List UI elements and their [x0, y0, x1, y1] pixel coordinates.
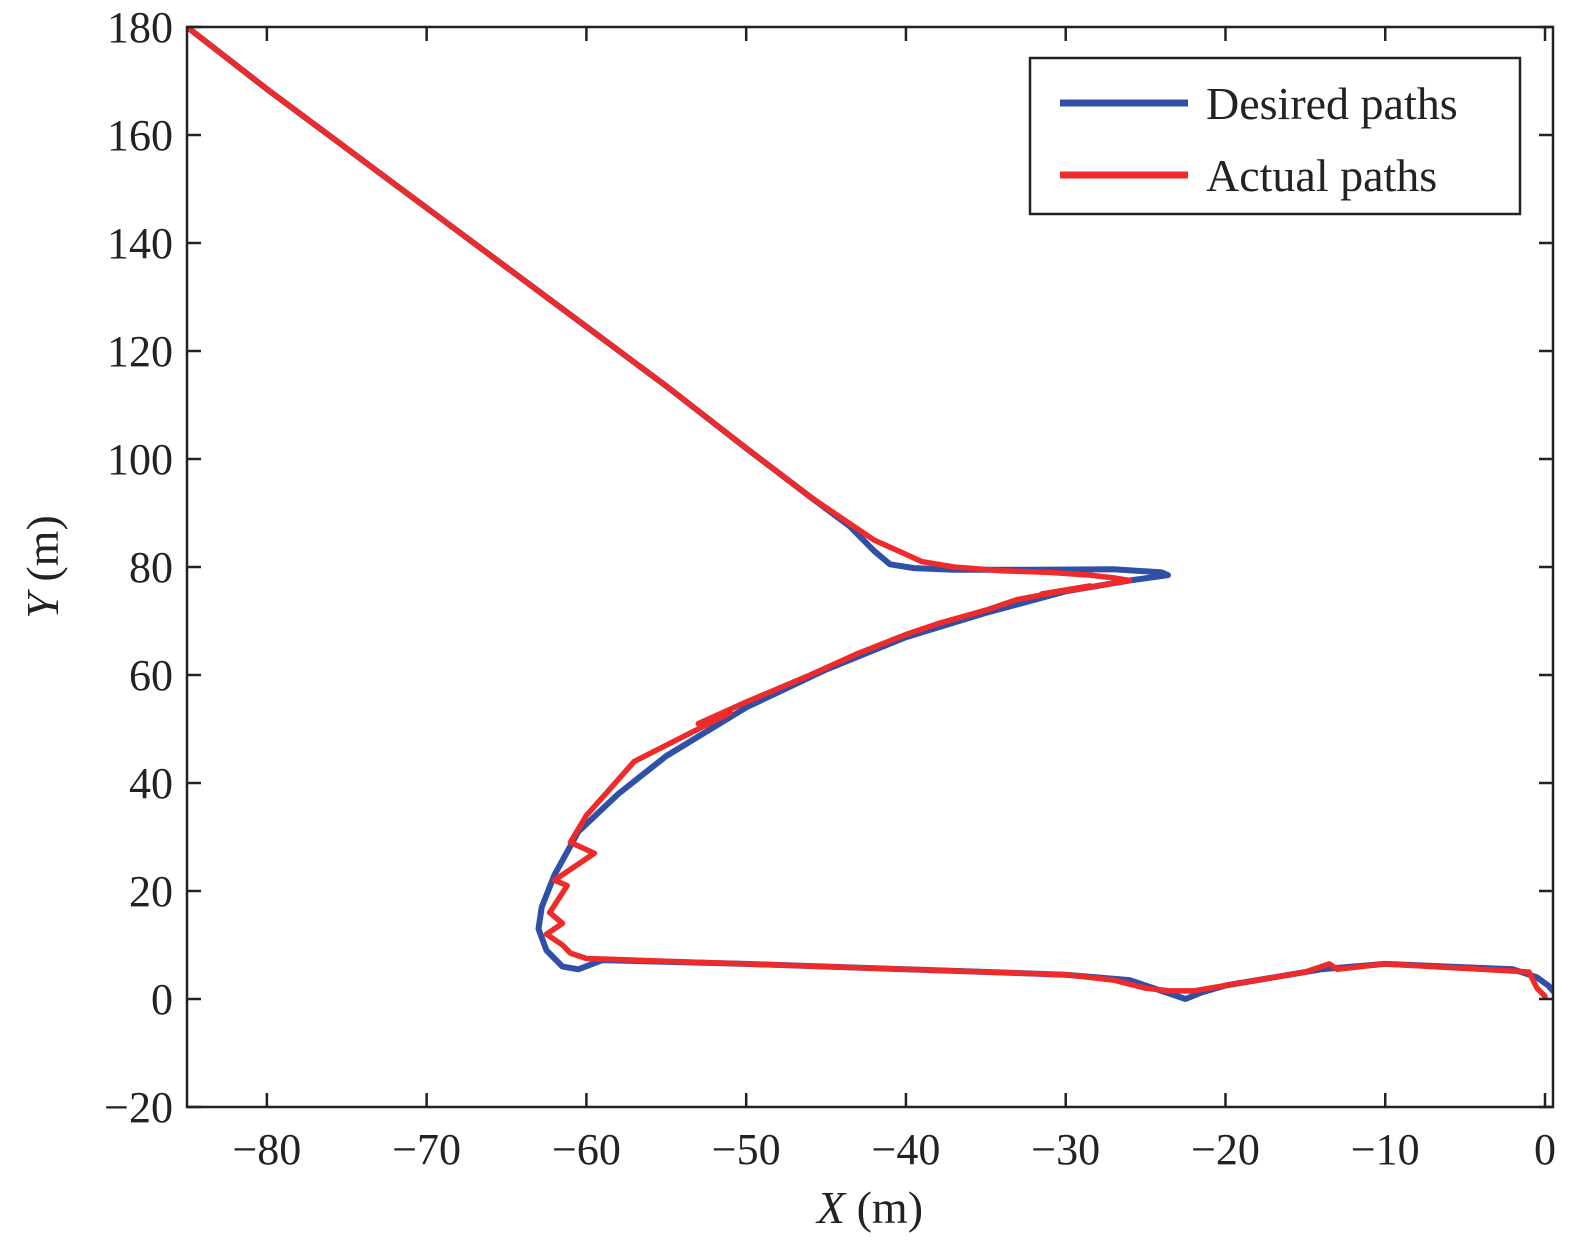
- x-tick-label: −20: [1191, 1125, 1260, 1174]
- y-tick-label: 100: [107, 435, 173, 484]
- x-tick-label: −70: [392, 1125, 461, 1174]
- y-tick-label: 120: [107, 327, 173, 376]
- y-tick-label: 180: [107, 3, 173, 52]
- x-axis-unit: (m): [845, 1182, 923, 1233]
- y-tick-label: 0: [151, 975, 173, 1024]
- y-axis-variable: Y: [17, 589, 68, 619]
- y-axis-unit: (m): [17, 515, 68, 593]
- legend-label-actual: Actual paths: [1206, 150, 1437, 201]
- actual-path-line: [187, 27, 1548, 1000]
- x-tick-label: −80: [232, 1125, 301, 1174]
- x-tick-label: −40: [872, 1125, 941, 1174]
- y-axis-label: Y (m): [17, 515, 68, 619]
- x-axis-label: X (m): [815, 1182, 923, 1233]
- y-tick-label: 40: [129, 759, 173, 808]
- x-tick-label: −30: [1031, 1125, 1100, 1174]
- series-lines: [187, 27, 1553, 1002]
- legend-label-desired: Desired paths: [1206, 78, 1458, 129]
- axis-ticks: −80 −70 −60 −50 −40 −30 −20 −10 0 −20 0 20 40 60 80 100…: [104, 3, 1556, 1174]
- y-tick-label: 80: [129, 543, 173, 592]
- legend: Desired paths Actual paths: [1028, 56, 1522, 216]
- y-tick-label: 20: [129, 867, 173, 916]
- y-tick-label: 160: [107, 111, 173, 160]
- x-tick-label: 0: [1534, 1125, 1556, 1174]
- x-tick-label: −60: [552, 1125, 621, 1174]
- y-tick-label: 60: [129, 651, 173, 700]
- y-tick-label: 140: [107, 219, 173, 268]
- x-tick-label: −10: [1351, 1125, 1420, 1174]
- x-tick-label: −50: [712, 1125, 781, 1174]
- y-tick-label: −20: [104, 1083, 173, 1132]
- legend-box: [1028, 56, 1522, 216]
- x-axis-variable: X: [815, 1182, 847, 1233]
